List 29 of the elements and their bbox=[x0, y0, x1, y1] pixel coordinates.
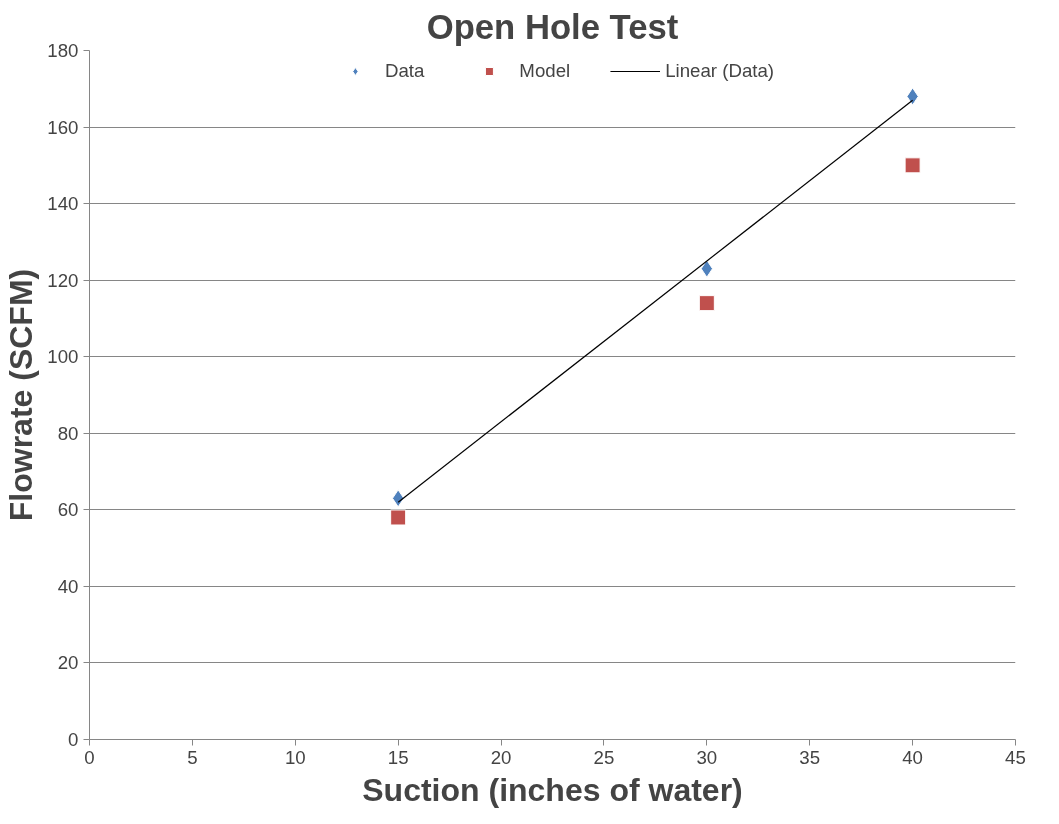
chart-title: Open Hole Test bbox=[426, 7, 679, 46]
x-tick-label: 30 bbox=[696, 746, 718, 768]
y-tick-label: 140 bbox=[47, 193, 79, 215]
y-tick-label: 20 bbox=[57, 652, 79, 674]
x-tick-label: 45 bbox=[1005, 746, 1026, 768]
x-axis-title: Suction (inches of water) bbox=[362, 771, 743, 808]
legend-label: Data bbox=[384, 60, 425, 82]
x-tick-label: 40 bbox=[902, 746, 923, 768]
y-tick-label: 40 bbox=[57, 575, 79, 597]
y-tick-label: 180 bbox=[47, 40, 79, 61]
x-tick-label: 0 bbox=[84, 746, 95, 768]
point bbox=[904, 157, 921, 174]
x-tick-label: 35 bbox=[799, 746, 821, 768]
x-tick-label: 15 bbox=[387, 746, 409, 768]
y-tick-label: 60 bbox=[57, 499, 79, 521]
x-tick-label: 5 bbox=[187, 746, 198, 768]
y-tick-label: 120 bbox=[47, 269, 79, 291]
point bbox=[698, 295, 715, 312]
x-tick-label: 10 bbox=[284, 746, 306, 768]
y-tick-label: 80 bbox=[57, 422, 79, 444]
point bbox=[390, 509, 407, 526]
y-tick-label: 0 bbox=[68, 729, 79, 750]
legend-label: Model bbox=[519, 60, 571, 82]
y-tick-label: 100 bbox=[47, 346, 79, 368]
x-tick-label: 20 bbox=[490, 746, 512, 768]
y-axis-title: Flowrate (SCFM) bbox=[3, 268, 40, 522]
legend-label: Linear (Data) bbox=[665, 60, 775, 82]
x-tick-label: 25 bbox=[593, 746, 615, 768]
y-tick-label: 160 bbox=[47, 116, 79, 138]
